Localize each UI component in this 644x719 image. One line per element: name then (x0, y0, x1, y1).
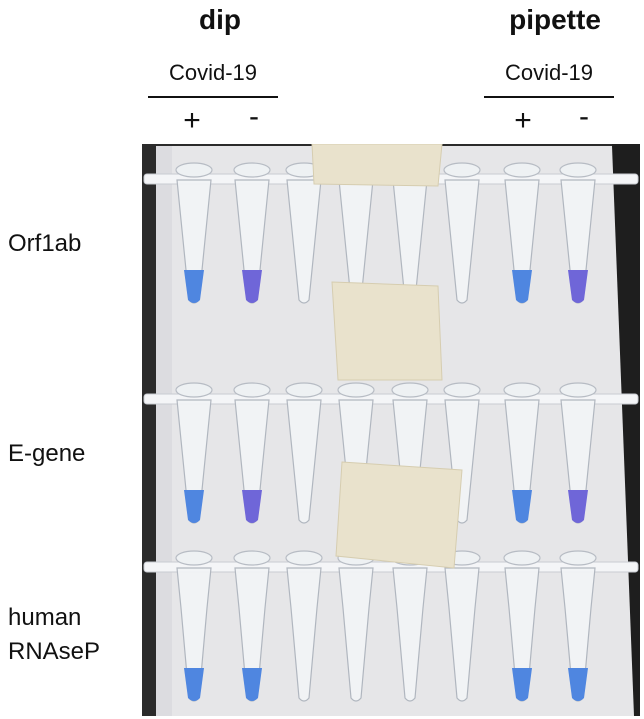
tube (175, 162, 213, 304)
tube (175, 382, 213, 524)
negative-sign-pipette: - (579, 100, 589, 133)
tube (285, 550, 323, 702)
tube (559, 162, 597, 304)
covid-label-pipette: Covid-19 (504, 60, 594, 85)
row-label-rnasep-line1: human (8, 604, 82, 631)
tube (503, 162, 541, 304)
covid-label-dip: Covid-19 (168, 60, 258, 85)
negative-sign-dip: - (249, 100, 259, 133)
positive-sign-pipette: + (514, 104, 532, 137)
tube (233, 550, 271, 702)
card (156, 146, 634, 716)
strip-egene (143, 382, 639, 524)
pipette-title: pipette (509, 4, 601, 35)
row-label-rnasep-line2: RNAseP (8, 638, 101, 665)
covid-underline-dip (148, 96, 278, 98)
strip-orf1ab (143, 162, 639, 304)
tape-bottom (335, 461, 463, 569)
tape-top (311, 144, 443, 187)
row-label-orf1ab: Orf1ab (8, 230, 82, 257)
tube (233, 162, 271, 304)
tube (503, 382, 541, 524)
row-label-egene: E-gene (8, 440, 86, 467)
tape-middle (331, 281, 443, 381)
positive-sign-dip: + (183, 104, 201, 137)
covid-underline-pipette (484, 96, 614, 98)
tube (175, 550, 213, 702)
tube (233, 382, 271, 524)
tube (285, 382, 323, 524)
tube (503, 550, 541, 702)
tube (559, 382, 597, 524)
tube (391, 382, 429, 524)
tube (559, 550, 597, 702)
tube (443, 162, 481, 304)
tube-strips-photo (142, 144, 640, 716)
dip-title: dip (199, 4, 241, 35)
